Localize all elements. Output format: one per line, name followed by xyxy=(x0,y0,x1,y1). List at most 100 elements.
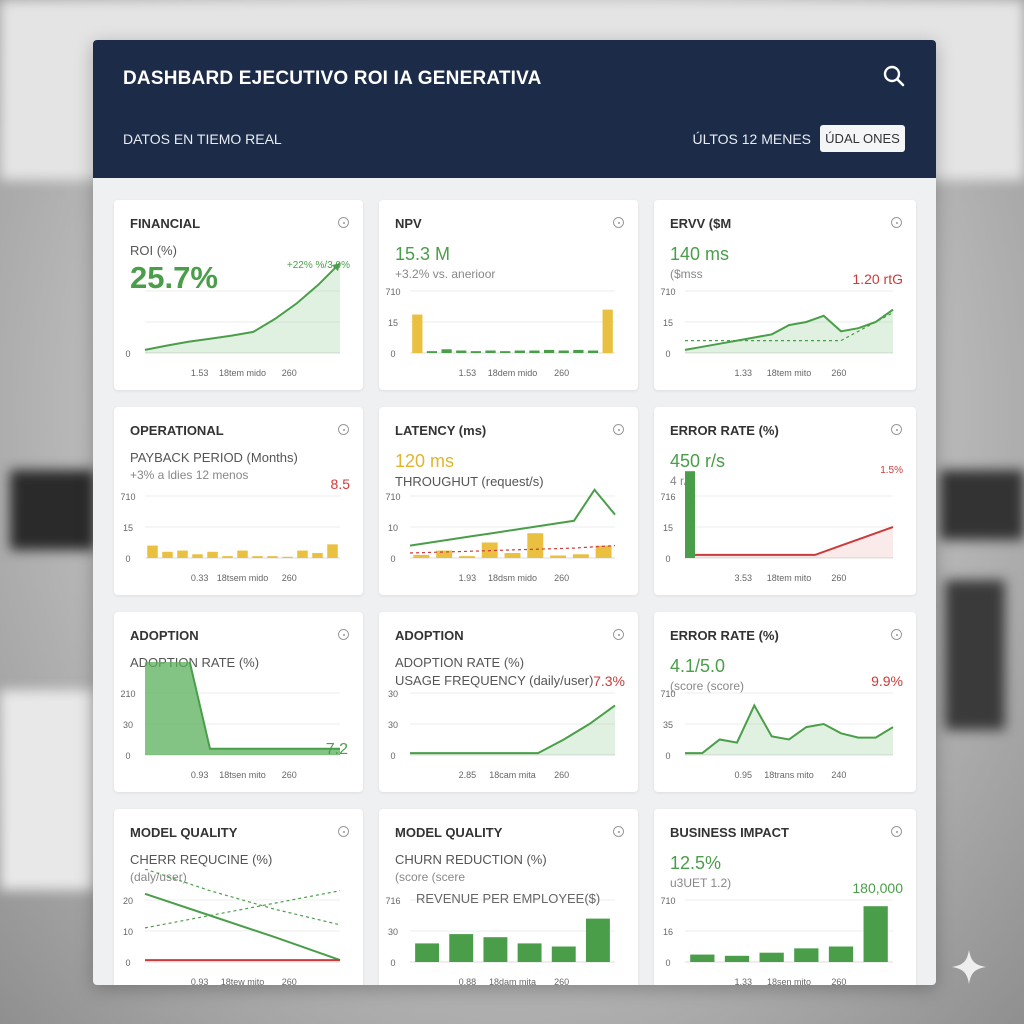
info-icon[interactable] xyxy=(891,217,902,228)
y-tick-label: 20 xyxy=(123,896,133,906)
chart: 30 30 0 2.85 18cam mita 260 7.3% xyxy=(388,673,625,780)
x-tick-label: 260 xyxy=(554,368,569,378)
info-icon[interactable] xyxy=(891,826,902,837)
card-title: LATENCY (ms) xyxy=(395,423,487,438)
card-metrics: PAYBACK PERIOD (Months) +3% a ldies 12 me… xyxy=(130,449,298,484)
x-tick-label: 260 xyxy=(282,977,297,985)
bar xyxy=(282,556,293,558)
chart-annotation: 8.5 xyxy=(331,476,351,492)
metric-sub: (daly/user) xyxy=(130,870,187,884)
info-icon[interactable] xyxy=(891,424,902,435)
info-icon[interactable] xyxy=(613,629,624,640)
x-tick-label: 18tem mido xyxy=(219,368,266,378)
bar xyxy=(690,954,715,962)
bar xyxy=(413,554,430,558)
y-tick-label: 15 xyxy=(663,523,673,533)
bar xyxy=(500,351,511,353)
info-icon[interactable] xyxy=(338,217,349,228)
update-button[interactable]: ÚDAL ONES xyxy=(820,125,905,152)
bar xyxy=(529,350,540,353)
area-fill xyxy=(145,662,340,755)
x-tick-label: 3.53 xyxy=(734,573,752,583)
chart: 0 1.53 18tem mido 260 +22% %/3.9% xyxy=(125,260,350,378)
x-tick-label: 18tem mito xyxy=(767,368,812,378)
info-icon[interactable] xyxy=(613,826,624,837)
y-tick-label: 0 xyxy=(665,751,670,761)
kpi-card: ADOPTION ADOPTION RATE (%) 210 30 0 0.93 18ts… xyxy=(114,612,363,792)
info-icon[interactable] xyxy=(613,217,624,228)
x-tick-label: 2.85 xyxy=(459,770,477,780)
info-icon[interactable] xyxy=(338,826,349,837)
chart: 710 16 0 1.33 18sen mito 260 180,000 xyxy=(660,880,903,985)
y-tick-label: 0 xyxy=(125,554,130,564)
card-title: ADOPTION xyxy=(130,628,199,643)
x-tick-label: 18dem mido xyxy=(488,368,538,378)
y-tick-label: 15 xyxy=(388,318,398,328)
bar xyxy=(177,550,188,558)
y-tick-label: 30 xyxy=(123,720,133,730)
bar xyxy=(550,555,567,558)
bar xyxy=(527,533,544,558)
metric-green: 140 ms xyxy=(670,244,730,264)
info-icon[interactable] xyxy=(338,629,349,640)
bar xyxy=(863,906,888,962)
x-tick-label: 18trans mito xyxy=(764,770,814,780)
date-range-label[interactable]: ÚLTOS 12 MENES xyxy=(692,131,811,147)
dashboard-panel: DASHBARD EJECUTIVO ROI IA GENERATIVA DAT… xyxy=(93,40,936,985)
chart-annotation: 7.3% xyxy=(593,673,625,689)
bar xyxy=(449,934,474,962)
bar xyxy=(207,551,218,558)
bar xyxy=(415,943,440,962)
bar xyxy=(192,554,203,558)
card-metrics: ROI (%) 25.7% xyxy=(130,242,218,296)
card-title: ERROR RATE (%) xyxy=(670,628,779,643)
metric-sub: (score (score) xyxy=(670,679,745,693)
card-title: BUSINESS IMPACT xyxy=(670,825,789,840)
card-title: OPERATIONAL xyxy=(130,423,224,438)
x-tick-label: 0.93 xyxy=(191,977,209,985)
dashed-series-line xyxy=(144,890,341,929)
x-tick-label: 1.33 xyxy=(734,977,752,985)
chart-annotation: +22% %/3.9% xyxy=(287,260,350,271)
sparkle-icon xyxy=(951,949,987,985)
info-icon[interactable] xyxy=(613,424,624,435)
metric-label: THROUGHUT (request/s) xyxy=(395,474,544,489)
kpi-card: LATENCY (ms) 120 ms THROUGHUT (request/s)… xyxy=(379,407,638,595)
info-icon[interactable] xyxy=(338,424,349,435)
background-monitor xyxy=(10,470,95,550)
chart: 710 15 0 1.33 18tem mito 260 1.20 rtG xyxy=(660,271,903,378)
chart-annotation: 7.2 xyxy=(326,741,348,758)
bar xyxy=(794,948,819,962)
y-tick-label: 710 xyxy=(660,287,675,297)
kpi-card: ADOPTION ADOPTION RATE (%) USAGE FREQUENC… xyxy=(379,612,638,792)
card-title: MODEL QUALITY xyxy=(130,825,238,840)
series-line xyxy=(410,704,616,755)
realtime-label: DATOS EN TIEMO REAL xyxy=(123,131,282,147)
y-tick-label: 0 xyxy=(125,349,130,359)
bar xyxy=(572,554,589,558)
chart: 710 35 0 0.95 18trans mito 240 9.9% xyxy=(660,673,903,780)
metric-green: 15.3 M xyxy=(395,244,451,264)
bar xyxy=(587,350,599,353)
y-tick-label: 0 xyxy=(390,751,395,761)
info-icon[interactable] xyxy=(891,629,902,640)
chart: 716 30 0 0.88 18dam mita 260 REVENUE PER EMPLO… xyxy=(385,891,615,985)
chart-annotation: 180,000 xyxy=(852,880,903,896)
background-desk xyxy=(0,690,95,890)
kpi-card: ERVV ($M 140 ms ($mss 710 15 0 1.33 18tem mito… xyxy=(654,200,916,390)
x-tick-label: 260 xyxy=(554,977,569,985)
card-metrics: 12.5% u3UET 1.2) xyxy=(670,851,731,892)
search-icon[interactable] xyxy=(882,64,906,88)
y-tick-label: 0 xyxy=(390,349,395,359)
bar xyxy=(237,550,248,558)
series-line xyxy=(144,262,341,351)
area-fill xyxy=(685,705,893,755)
area-fill xyxy=(685,527,893,558)
card-metrics: CHURN REDUCTION (%) (score (scere xyxy=(395,851,547,886)
metric-yellow: 120 ms xyxy=(395,451,455,471)
chart: 710 15 0 1.53 18dem mido 260 xyxy=(385,287,615,378)
x-tick-label: 1.53 xyxy=(459,368,477,378)
bar xyxy=(724,955,750,962)
kpi-card: ERROR RATE (%) 4.1/5.0 (score (score) 710 3… xyxy=(654,612,916,792)
bar xyxy=(504,553,521,558)
